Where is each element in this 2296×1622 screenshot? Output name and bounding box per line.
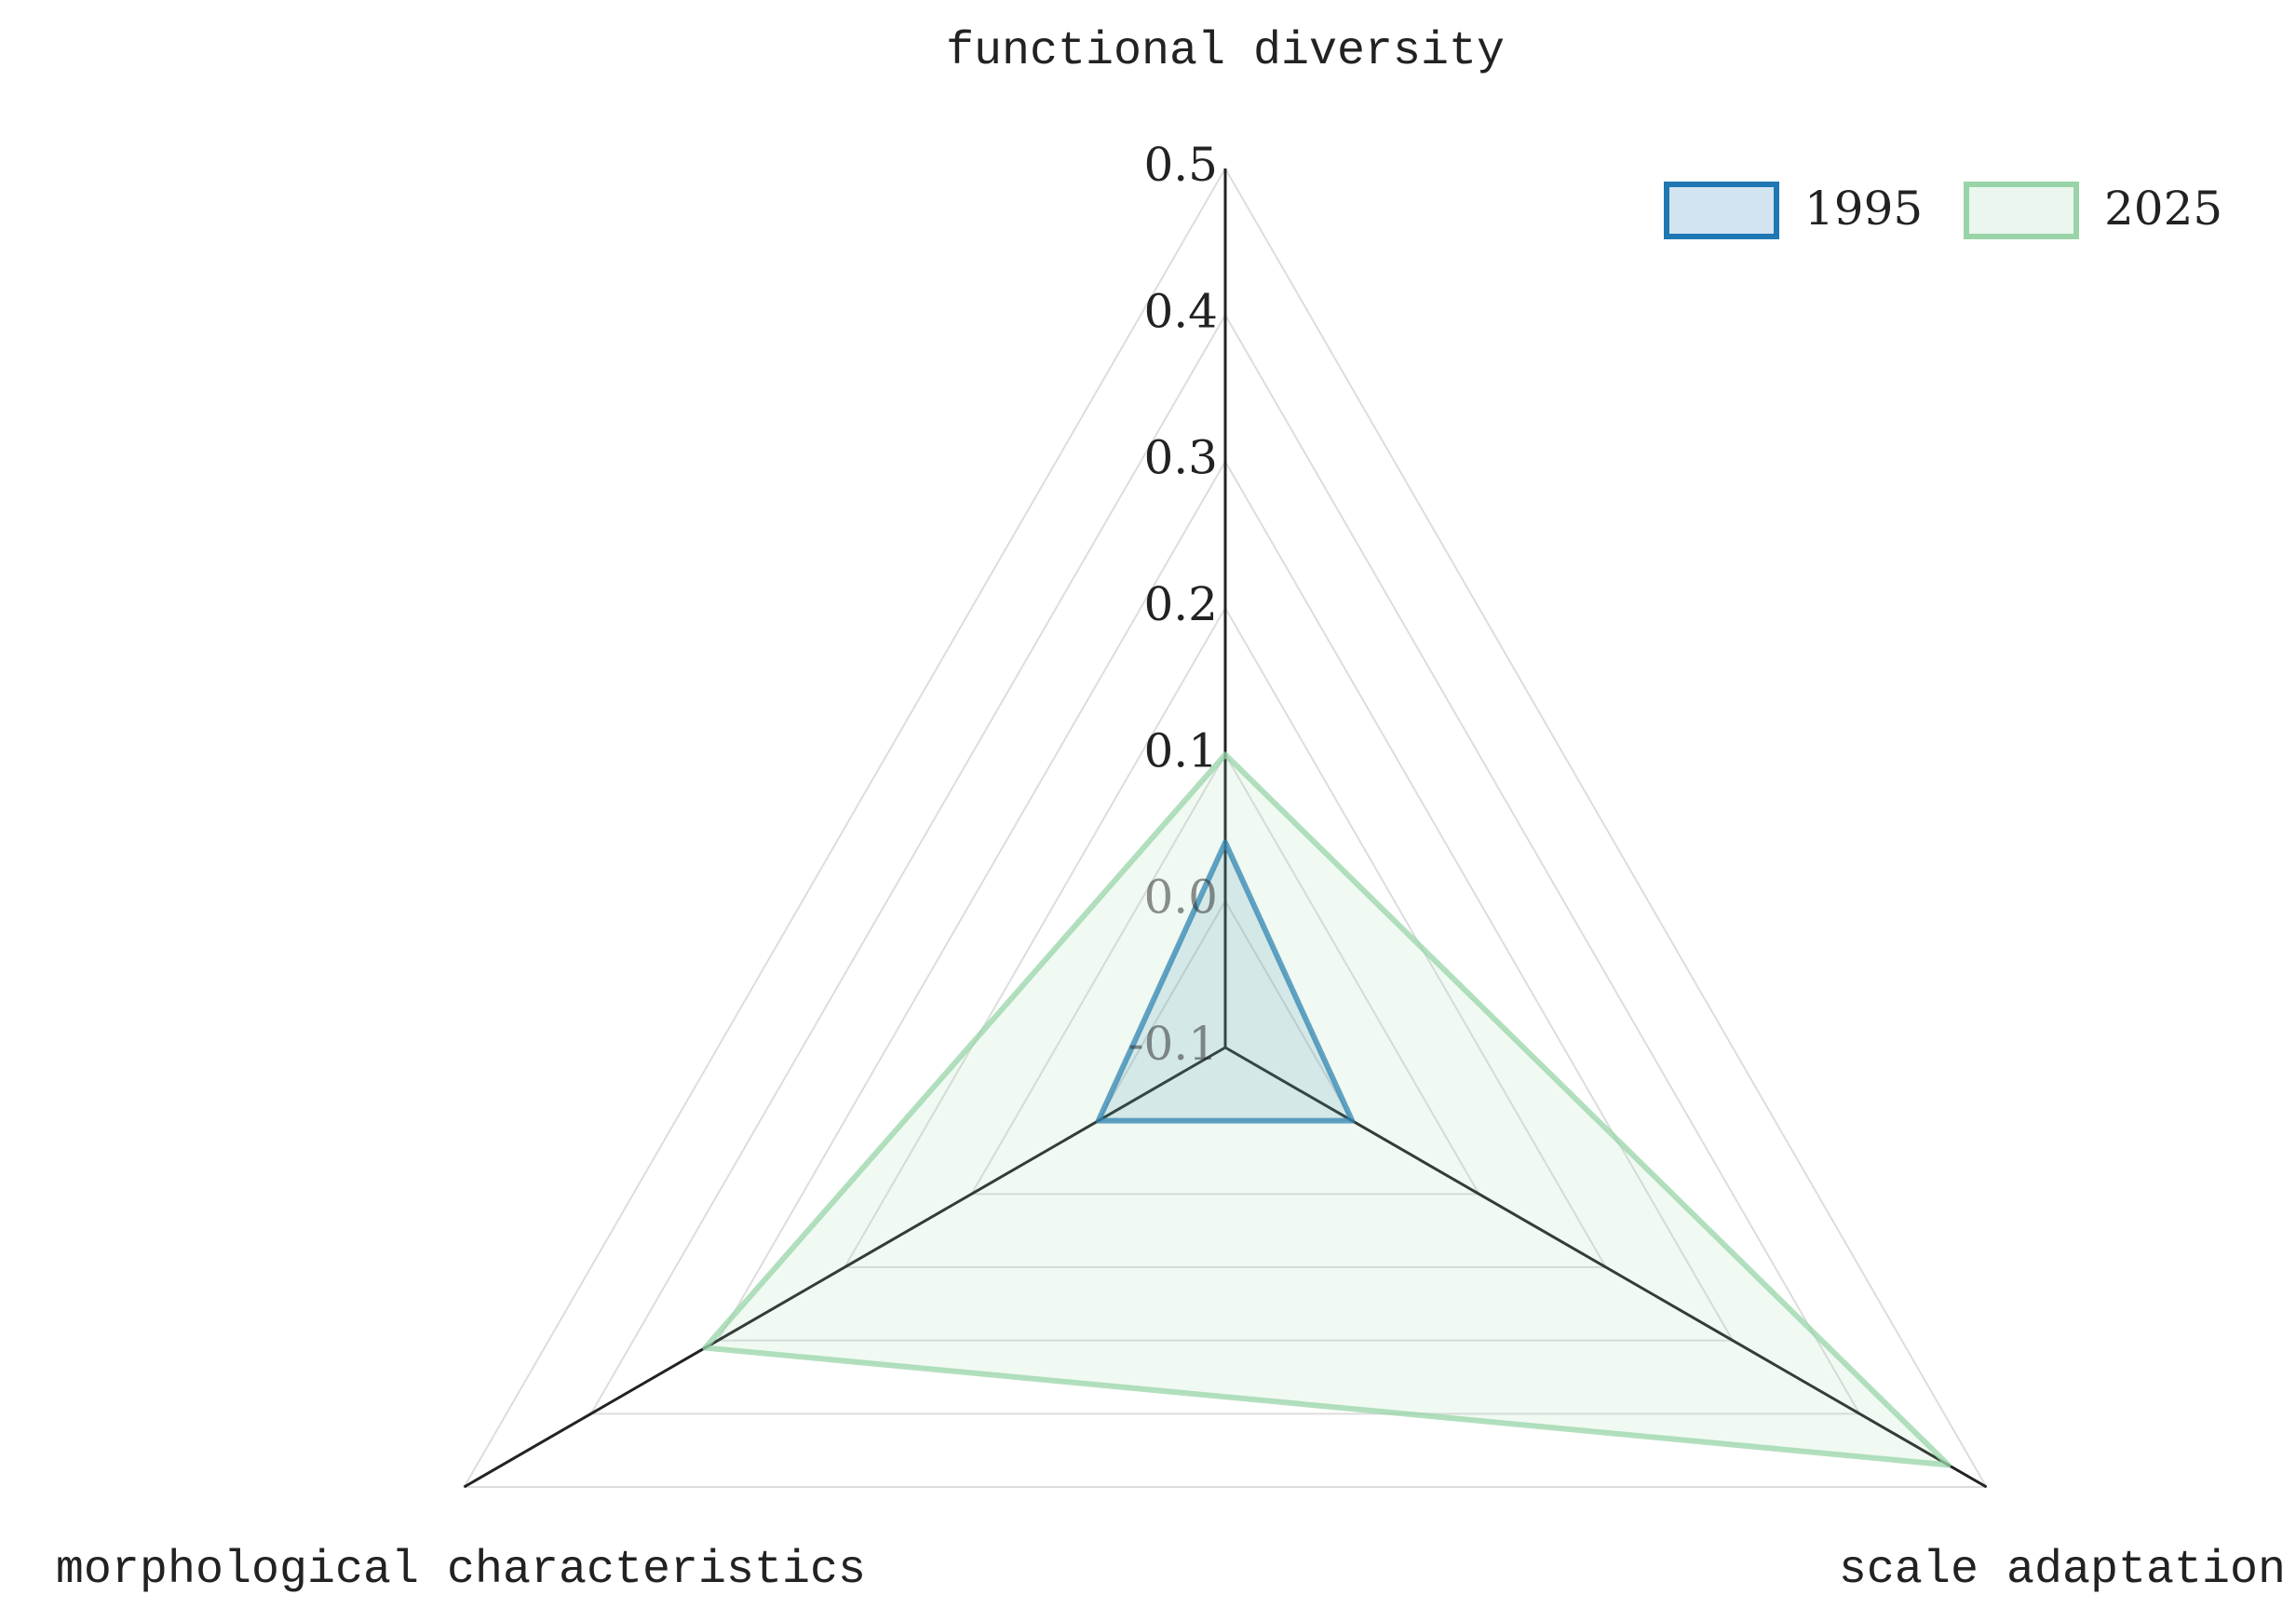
grid-line [716, 459, 1735, 1342]
tick-label: -0.1 [1128, 1017, 1218, 1071]
series-area [1095, 839, 1356, 1124]
series-area [702, 751, 1952, 1468]
legend-swatch [1964, 182, 2079, 239]
legend-label: 2025 [2104, 182, 2222, 236]
grid-line [588, 313, 1862, 1415]
grid-line [969, 752, 1481, 1196]
category-label: morphological characteristics [56, 1544, 866, 1597]
legend-swatch [1664, 182, 1779, 239]
grid-line [462, 167, 1989, 1488]
tick-label: 0.4 [1143, 284, 1218, 338]
legend-label: 1995 [1804, 182, 1923, 236]
category-label: scale adaptation [1839, 1544, 2286, 1597]
tick-label: 0.3 [1143, 431, 1218, 485]
tick-label: 0.5 [1143, 138, 1218, 192]
tick-label: 0.2 [1143, 577, 1218, 631]
tick-label: 0.1 [1143, 723, 1218, 777]
tick-label: 0.0 [1143, 871, 1218, 925]
category-label: functional diversity [946, 25, 1505, 78]
